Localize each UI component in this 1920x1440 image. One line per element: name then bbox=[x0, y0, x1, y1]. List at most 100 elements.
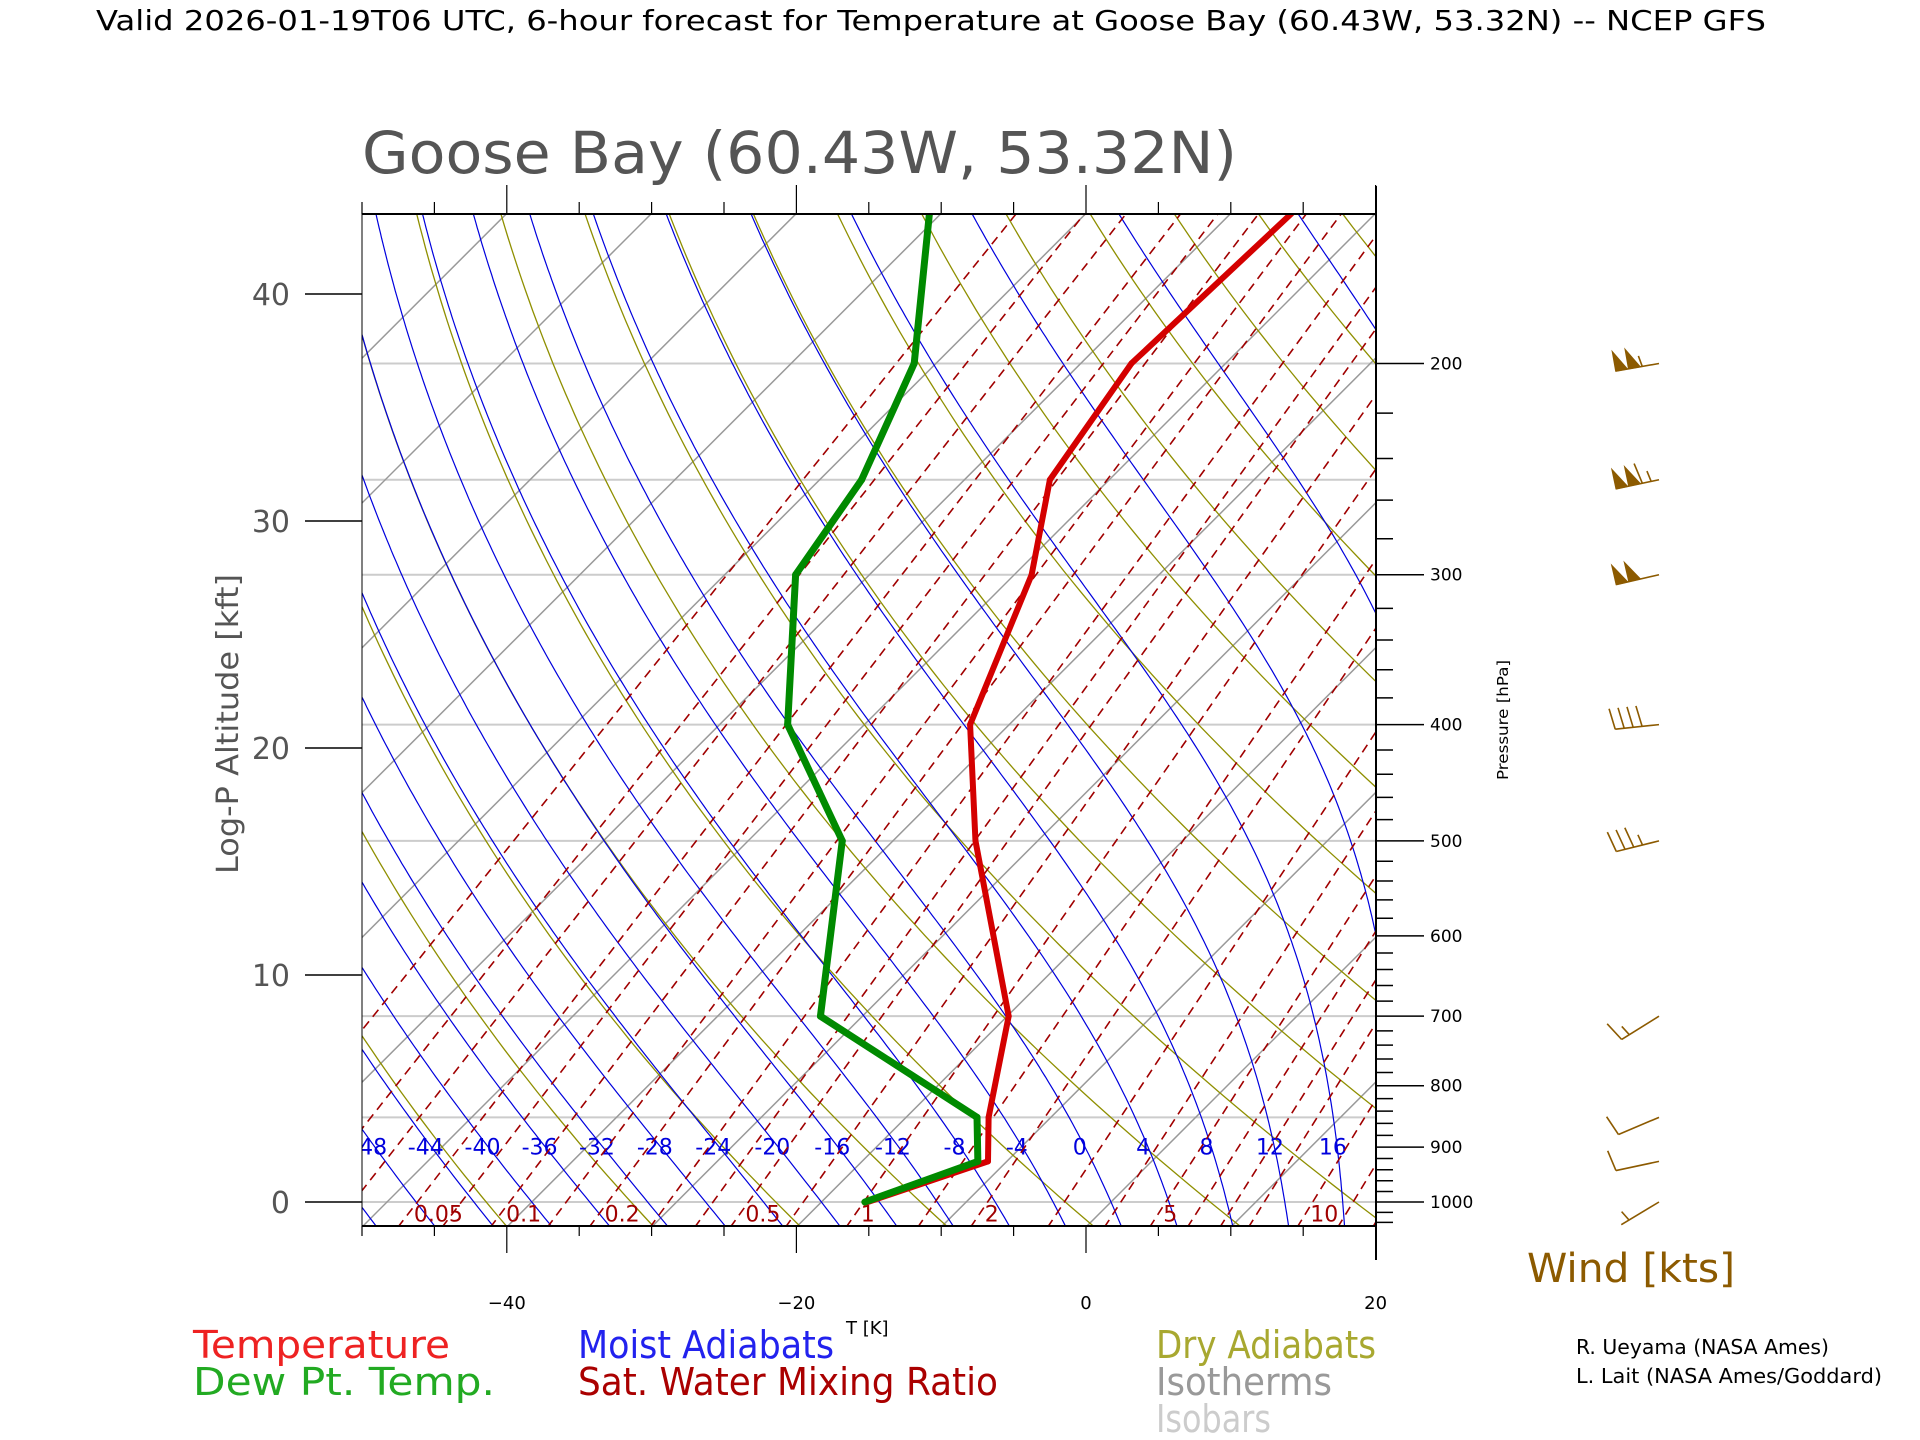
pressure-tick-label: 500 bbox=[1430, 832, 1462, 852]
mixing-ratio-label: 0.5 bbox=[745, 1202, 780, 1227]
moist-adiabat-line bbox=[850, 214, 1346, 1226]
mixing-ratio-line bbox=[694, 285, 1376, 1226]
x-axis-title: T [K] bbox=[845, 1318, 889, 1339]
moist-adiabat-label: -8 bbox=[944, 1135, 966, 1160]
wind-barb-full bbox=[1633, 463, 1644, 484]
mixing-ratio-line bbox=[1248, 1021, 1376, 1226]
wind-barb-full bbox=[1615, 829, 1626, 850]
pressure-tick-label: 900 bbox=[1430, 1138, 1462, 1158]
isotherm-line bbox=[1520, 196, 1920, 1227]
moist-adiabat-label: -4 bbox=[1006, 1135, 1028, 1160]
legend-mixing-ratio: Sat. Water Mixing Ratio bbox=[578, 1360, 998, 1404]
moist-adiabat-line bbox=[362, 695, 726, 1226]
moist-adiabat-line bbox=[362, 473, 841, 1226]
wind-barb-half bbox=[1637, 834, 1644, 846]
moist-adiabat-line bbox=[362, 966, 553, 1226]
moist-adiabat-label: -16 bbox=[814, 1135, 850, 1160]
dry-adiabat-line bbox=[362, 605, 801, 1226]
wind-barb-full bbox=[1606, 1150, 1617, 1171]
wind-label: Wind [kts] bbox=[1527, 1246, 1735, 1292]
mixing-ratio-line bbox=[547, 214, 1308, 1226]
wind-barb-staff bbox=[1615, 723, 1660, 731]
mixing-ratio-label: 5 bbox=[1163, 1202, 1177, 1227]
mixing-ratio-line bbox=[362, 214, 1086, 1130]
dry-adiabat-line bbox=[921, 214, 1376, 789]
dewpoint-segment bbox=[816, 1012, 981, 1121]
pressure-tick-label: 800 bbox=[1430, 1077, 1462, 1097]
moist-adiabat-line bbox=[362, 881, 611, 1226]
mixing-ratio-label: 0.2 bbox=[605, 1202, 640, 1227]
moist-adiabat-label: -32 bbox=[579, 1135, 615, 1160]
pressure-tick-label: 300 bbox=[1430, 566, 1462, 586]
dewpoint-segment bbox=[861, 1157, 982, 1206]
moist-adiabat-label: -20 bbox=[754, 1135, 790, 1160]
y-axis-title: Log-P Altitude [kft] bbox=[211, 574, 246, 874]
legend-isotherms: Isotherms bbox=[1156, 1360, 1332, 1404]
moist-adiabat-line bbox=[1118, 214, 1376, 616]
moist-adiabat-line bbox=[529, 214, 1122, 1226]
chart-title: Goose Bay (60.43W, 53.32N) bbox=[362, 119, 1237, 187]
dewpoint-segment bbox=[910, 214, 933, 367]
isotherm-line bbox=[651, 501, 1376, 1226]
dry-adiabat-line bbox=[1588, 206, 1920, 1227]
moist-adiabat-line bbox=[1498, 197, 1635, 1229]
isotherm-line bbox=[1375, 1225, 1376, 1226]
y2-axis-title: Pressure [hPa] bbox=[1494, 660, 1512, 780]
moist-adiabat-label: 0 bbox=[1073, 1135, 1087, 1160]
wind-barb-full bbox=[1606, 831, 1618, 852]
legend-moist-adiabats: Moist Adiabats bbox=[578, 1323, 834, 1367]
y-tick-label: 40 bbox=[252, 278, 290, 313]
x-tick-label: 20 bbox=[1364, 1293, 1387, 1314]
legend-temperature: Temperature bbox=[192, 1323, 450, 1367]
isotherm-line bbox=[0, 196, 235, 1227]
page-title: Valid 2026-01-19T06 UTC, 6-hour forecast… bbox=[96, 4, 1766, 37]
mixing-ratio-line bbox=[649, 234, 1376, 1226]
moist-adiabat-line bbox=[421, 214, 1011, 1226]
mixing-ratio-line bbox=[362, 214, 1127, 1192]
dewpoint-segment bbox=[784, 721, 846, 845]
moist-adiabat-label: 4 bbox=[1136, 1135, 1150, 1160]
wind-barb-half bbox=[1621, 1211, 1630, 1221]
isotherm-line bbox=[506, 356, 1376, 1226]
isotherm-line bbox=[362, 214, 363, 215]
wind-barb-pennant bbox=[1624, 347, 1642, 370]
dry-adiabat-line bbox=[0, 206, 67, 1227]
dry-adiabat-line bbox=[0, 206, 361, 1227]
mixing-ratio-line bbox=[397, 214, 1182, 1226]
dry-adiabat-line bbox=[584, 214, 1376, 1219]
temperature-segment bbox=[1046, 360, 1135, 483]
temperature-segment bbox=[984, 1114, 992, 1165]
moist-adiabat-line bbox=[362, 591, 784, 1226]
wind-barb-staff bbox=[1615, 1160, 1660, 1172]
isotherm-line bbox=[362, 214, 1232, 1084]
mixing-ratio-line bbox=[1403, 196, 1920, 1227]
mixing-ratio-line bbox=[730, 327, 1376, 1226]
wind-barb bbox=[1610, 463, 1660, 490]
dry-adiabat-line bbox=[752, 214, 1376, 1002]
dry-adiabat-line bbox=[1756, 206, 1920, 1227]
wind-barb bbox=[1606, 1150, 1660, 1172]
credit-line-1: R. Ueyama (NASA Ames) bbox=[1576, 1335, 1829, 1359]
dry-adiabat-line bbox=[836, 214, 1376, 895]
mixing-ratio-line bbox=[785, 393, 1376, 1226]
isotherm-line bbox=[362, 214, 1376, 1226]
mixing-ratio-line bbox=[589, 214, 1343, 1226]
dry-adiabat-line bbox=[362, 1034, 508, 1226]
moist-adiabat-line bbox=[0, 197, 319, 1229]
moist-adiabat-label: 16 bbox=[1319, 1135, 1347, 1160]
mixing-ratio-line bbox=[1149, 874, 1376, 1226]
y-tick-label: 30 bbox=[252, 505, 290, 540]
wind-barb-half bbox=[1637, 355, 1644, 367]
x-tick-label: 0 bbox=[1080, 1293, 1091, 1314]
moist-adiabat-line bbox=[362, 1206, 377, 1226]
wind-barb-staff bbox=[1621, 1015, 1660, 1041]
moist-adiabat-label: -24 bbox=[695, 1135, 731, 1160]
moist-adiabat-line bbox=[1627, 197, 1751, 1229]
y-tick-label: 10 bbox=[252, 959, 290, 994]
legend-dewpoint: Dew Pt. Temp. bbox=[193, 1360, 495, 1404]
pressure-tick-label: 200 bbox=[1430, 354, 1462, 374]
moist-adiabat-line bbox=[362, 1048, 494, 1226]
moist-adiabat-label: -40 bbox=[465, 1135, 501, 1160]
mixing-ratio-line bbox=[1372, 1220, 1376, 1226]
wind-barb-full bbox=[1606, 1023, 1623, 1041]
